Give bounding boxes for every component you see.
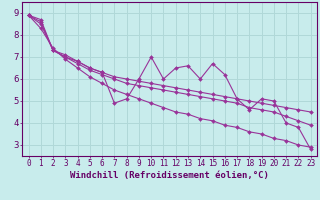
X-axis label: Windchill (Refroidissement éolien,°C): Windchill (Refroidissement éolien,°C) <box>70 171 269 180</box>
